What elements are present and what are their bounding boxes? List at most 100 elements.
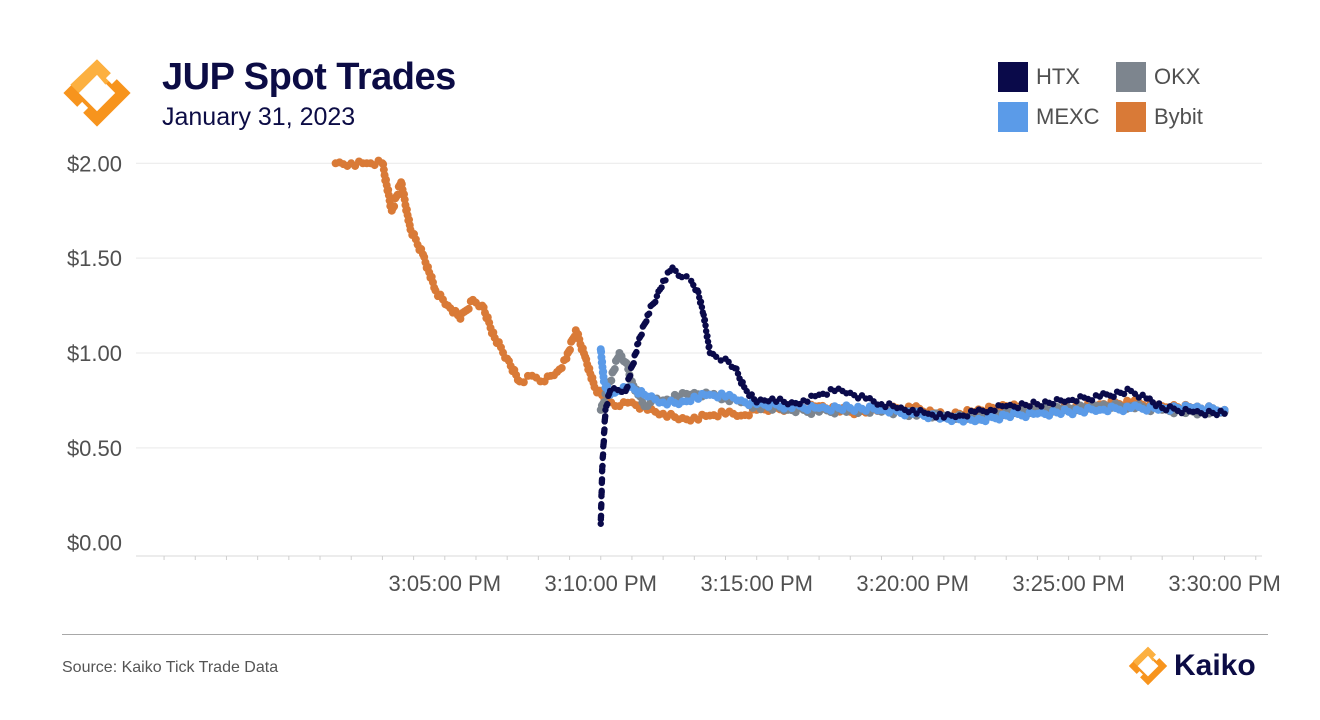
trade-dot (1155, 400, 1163, 407)
trade-dot (748, 391, 755, 398)
kaiko-diamond-icon (1128, 646, 1168, 686)
data-point (700, 311, 707, 319)
trade-dot (1178, 409, 1185, 417)
trade-dot (557, 364, 566, 373)
trade-dot (1213, 411, 1220, 419)
trade-dot (464, 304, 473, 313)
trade-dot (662, 277, 669, 284)
trade-dot (1201, 412, 1209, 419)
x-tick-label: 3:30:00 PM (1168, 571, 1281, 596)
trade-dot (598, 476, 606, 483)
trade-dot (599, 462, 606, 470)
trade-dot (991, 407, 998, 414)
trade-dot (624, 383, 631, 391)
trade-dot (804, 398, 811, 405)
price-chart: $0.00 $0.50 $1.00 $1.50 $2.00 3:05:00 PM 3:10:… (67, 151, 1281, 596)
kaiko-diamond-icon (63, 59, 131, 127)
trade-dot (725, 358, 732, 366)
trade-dot (1120, 390, 1128, 398)
trade-dot (698, 303, 706, 311)
brand-name: Kaiko (1174, 649, 1256, 682)
chart-legend: HTX OKX MEXC Bybit (998, 62, 1258, 142)
series-mexc (596, 345, 1229, 426)
trade-dot (598, 501, 605, 508)
trade-dot (744, 411, 753, 420)
trade-dot (743, 387, 750, 395)
chart-subtitle: January 31, 2023 (162, 103, 356, 131)
trade-dot (964, 413, 971, 420)
trade-dot (1162, 407, 1170, 414)
trade-dot (701, 316, 709, 324)
footer-divider (62, 634, 1268, 635)
legend-item-bybit: Bybit (1116, 102, 1203, 132)
trade-dot (602, 412, 609, 420)
trade-dot (599, 451, 607, 458)
trade-dot (702, 327, 710, 335)
legend-swatch-mexc (998, 102, 1028, 132)
trade-dot (643, 318, 650, 325)
trade-dot (1026, 403, 1033, 410)
legend-label-okx: OKX (1154, 64, 1201, 89)
trade-dot (598, 487, 605, 495)
legend-label-mexc: MEXC (1036, 104, 1100, 129)
legend-swatch-htx (998, 62, 1028, 92)
data-point (597, 520, 604, 527)
trade-dot (600, 437, 608, 445)
trade-dot (519, 378, 528, 387)
series-points (331, 156, 1229, 527)
trade-dot (630, 359, 637, 367)
y-tick-label: $0.50 (67, 436, 122, 461)
trade-dot (690, 281, 697, 289)
grid-lines (136, 162, 1262, 449)
trade-dot (739, 378, 746, 386)
trade-dot (1110, 393, 1117, 401)
trade-dot (390, 202, 399, 211)
legend-label-htx: HTX (1036, 64, 1080, 89)
trade-dot (672, 267, 679, 274)
y-tick-label: $2.00 (67, 151, 122, 176)
legend-item-okx: OKX (1116, 62, 1200, 92)
legend-item-htx: HTX (998, 62, 1080, 92)
x-tick-label: 3:15:00 PM (700, 571, 813, 596)
legend-swatch-okx (1116, 62, 1146, 92)
y-tick-label: $1.00 (67, 341, 122, 366)
trade-dot (645, 310, 653, 317)
trade-dot (704, 332, 711, 340)
trade-dot (658, 284, 665, 291)
brand-mark: Kaiko (1128, 646, 1256, 686)
trade-dot (565, 345, 574, 354)
data-point (712, 353, 720, 360)
trade-dot (683, 273, 690, 280)
chart-title: JUP Spot Trades (162, 56, 456, 98)
trade-dot (597, 512, 605, 519)
trade-dot (1049, 400, 1057, 408)
legend-swatch-bybit (1116, 102, 1146, 132)
trade-dot (706, 343, 713, 350)
axes: $0.00 $0.50 $1.00 $1.50 $2.00 3:05:00 PM 3:10:… (67, 151, 1281, 596)
data-point (1221, 410, 1228, 417)
legend-label-bybit: Bybit (1154, 104, 1203, 129)
x-tick-label: 3:10:00 PM (544, 571, 657, 596)
trade-dot (1088, 397, 1096, 404)
series-bybit (331, 156, 1229, 425)
trade-dot (652, 298, 659, 306)
trade-dot (633, 348, 640, 356)
trade-dot (610, 365, 619, 374)
series-htx (597, 264, 1228, 527)
trade-dot (823, 391, 831, 398)
legend-item-mexc: MEXC (998, 102, 1100, 132)
trade-dot (607, 376, 616, 385)
trade-dot (697, 298, 705, 305)
y-tick-label: $0.00 (67, 531, 122, 556)
trade-dot (1038, 403, 1045, 410)
source-note: Source: Kaiko Tick Trade Data (62, 659, 279, 676)
trade-dot (695, 288, 702, 296)
trade-dot (604, 400, 611, 408)
trade-dot (734, 370, 742, 377)
data-point (634, 340, 642, 347)
x-tick-label: 3:05:00 PM (389, 571, 502, 596)
trade-dot (733, 365, 740, 372)
trade-dot (626, 372, 634, 380)
trade-dot (638, 331, 645, 338)
kaiko-logo (63, 59, 131, 127)
